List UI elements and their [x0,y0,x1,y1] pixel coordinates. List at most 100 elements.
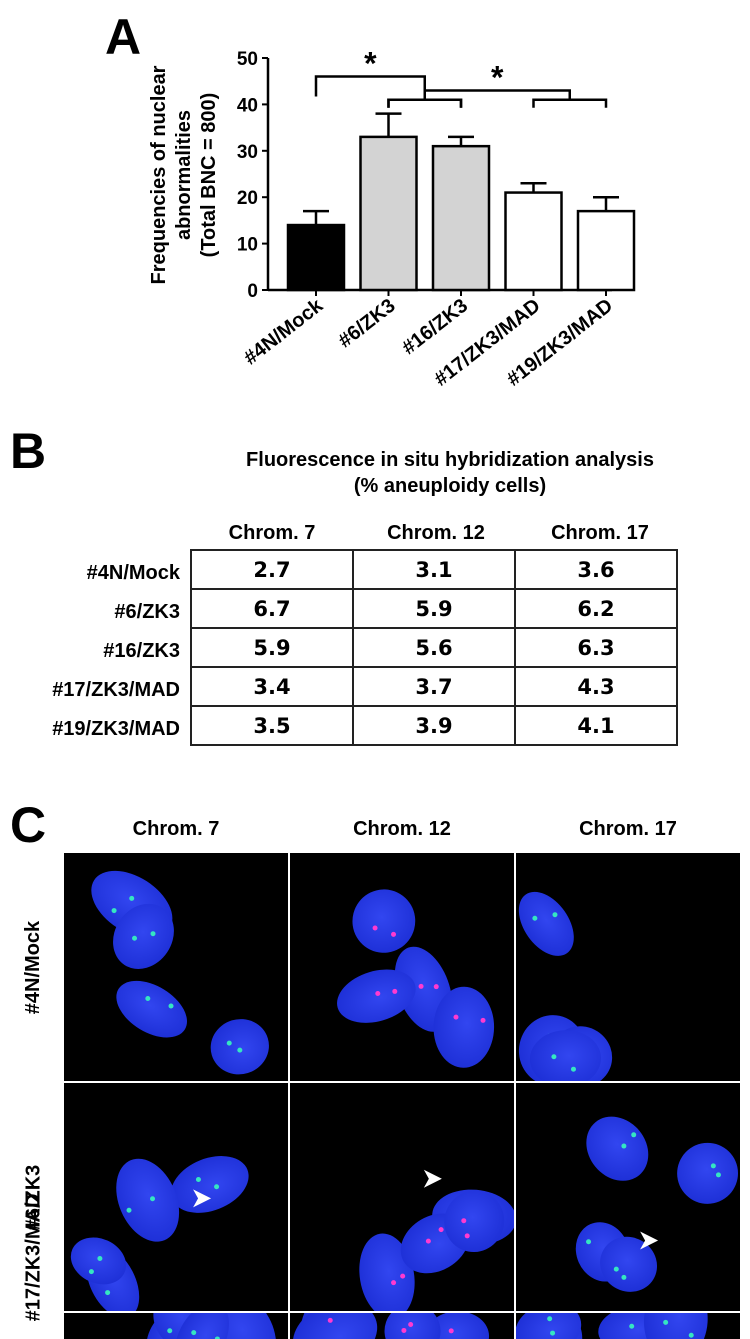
fish-probe-signal [167,1328,173,1334]
fish-probe-signal [631,1132,637,1138]
fish-table-title: Fluorescence in situ hybridization analy… [150,447,750,499]
fish-probe-signal [132,935,138,941]
cell-nucleus [174,1313,230,1339]
micrograph-tile [516,1313,740,1339]
fish-probe-signal [401,1327,407,1333]
fish-table-title-line1: Fluorescence in situ hybridization analy… [246,449,654,471]
table-row-label: #4N/Mock [86,562,180,584]
fish-probe-signal [191,1330,197,1336]
fish-probe-signal [613,1266,619,1272]
table-col-header-chrom17: Chrom. 17 [551,522,649,544]
cell-nucleus [444,1190,505,1253]
fish-probe-signal [480,1017,486,1023]
fish-probe-signal [550,1330,556,1336]
micrograph-col-header-chrom7: Chrom. 7 [132,818,220,840]
cell-nucleus [433,986,495,1068]
micrograph-col-header-chrom17: Chrom. 17 [579,818,677,840]
chart-bar [504,191,563,292]
table-cell: 3.6 [514,549,678,590]
fish-probe-signal [214,1336,220,1339]
fish-probe-signal [461,1218,467,1224]
chart-bars [286,112,636,292]
micrograph-tile [516,1083,740,1311]
table-cell: 3.5 [190,705,354,746]
arrowhead-icon [193,1189,212,1208]
fish-probe-signal [629,1323,635,1329]
fish-probe-signal [464,1233,470,1239]
fish-probe-signal [663,1319,669,1325]
fish-probe-signal [710,1163,716,1169]
cell-nucleus [425,1313,490,1339]
fish-probe-signal [418,983,424,989]
fish-probe-signal [226,1040,232,1046]
cell-nucleus [359,1233,415,1311]
table-row: 6.7 5.9 6.2 [190,588,678,629]
significance-star: * [364,46,377,82]
table-cell: 5.9 [190,627,354,668]
cell-nucleus [292,1313,378,1339]
nuclear-abnormalities-bar-chart: Frequencies of nuclear abnormalities (Tota… [148,46,636,391]
table-cell: 3.7 [352,666,516,707]
panel-b-label: B [10,423,47,479]
table-row: 2.7 3.1 3.6 [190,549,678,590]
cell-nucleus [643,1313,708,1339]
fish-probe-signal [168,1003,174,1009]
micrograph-tile [64,1083,288,1311]
chart-bar [286,223,346,292]
micrograph-tile [516,853,740,1081]
fish-probe-signal [400,1273,406,1279]
chart-y-axis-label-line: (Total BNC = 800) [198,93,220,258]
micrograph-tile [64,853,288,1081]
chart-y-axis-label-line: Frequencies of nuclear [148,65,170,284]
chart-y-axis-label: Frequencies of nuclear abnormalities (Tota… [148,65,220,284]
significance-brackets: * * [314,46,608,108]
cell-nucleus [210,1019,269,1075]
significance-star: * [491,59,504,95]
chart-bar [431,144,491,292]
cell-nucleus [337,969,416,1023]
table-cell: 6.3 [514,627,678,668]
arrowhead-icon [423,1169,442,1188]
table-cell: 3.1 [352,549,516,590]
fish-probe-signal [105,1290,111,1296]
micrograph-row-label-text: #4N/Mock [22,920,45,1014]
fish-probe-signal [715,1172,721,1178]
chart-bar [576,209,636,292]
fish-probe-signal [391,931,397,937]
fish-probe-signal [453,1014,459,1020]
micrograph-col-header-chrom12: Chrom. 12 [353,818,451,840]
arrowhead-icon [640,1231,659,1250]
chart-x-tick-labels: #4N/Mock #6/ZK3#16/ZK3#17/ZK3/MAD#19/ZK3/… [240,294,617,391]
panel-a-label: A [105,9,142,65]
cell-nucleus [113,903,174,969]
chart-y-tick-label: 30 [237,142,258,163]
cell-nucleus [518,891,574,956]
chart-y-axis-label-line: abnormalities [173,110,195,240]
fish-probe-signal [586,1239,592,1245]
micrograph-row-label: #4N/Mock [4,853,64,1081]
fish-micrograph-grid [64,853,744,1339]
fish-probe-signal [327,1317,333,1323]
micrograph-tile [64,1313,288,1339]
micrograph-tile [290,853,514,1081]
chart-x-tick-label: #4N/Mock [240,294,328,369]
table-col-header-chrom7: Chrom. 7 [228,522,316,544]
fish-probe-signal [621,1143,627,1149]
chart-y-tick-label: 50 [237,49,258,70]
cell-nucleus [384,1313,441,1339]
fish-probe-signal [551,1054,557,1060]
table-cell: 6.2 [514,588,678,629]
table-cell: 4.1 [514,705,678,746]
significance-bracket [387,89,608,108]
fish-probe-signal [237,1047,243,1053]
fish-probe-signal [433,984,439,990]
fish-probe-signal [621,1274,627,1280]
chart-x-tick-label: #6/ZK3 [334,295,399,353]
fish-probe-signal [438,1227,444,1233]
cell-nucleus [171,1156,249,1213]
fish-table-title-line2: (% aneuploidy cells) [353,475,547,497]
table-cell: 3.9 [352,705,516,746]
micrograph-row-label: #17/ZK3/MAD [4,1175,64,1339]
fish-probe-signal [532,915,538,921]
fish-probe-signal [88,1269,94,1275]
